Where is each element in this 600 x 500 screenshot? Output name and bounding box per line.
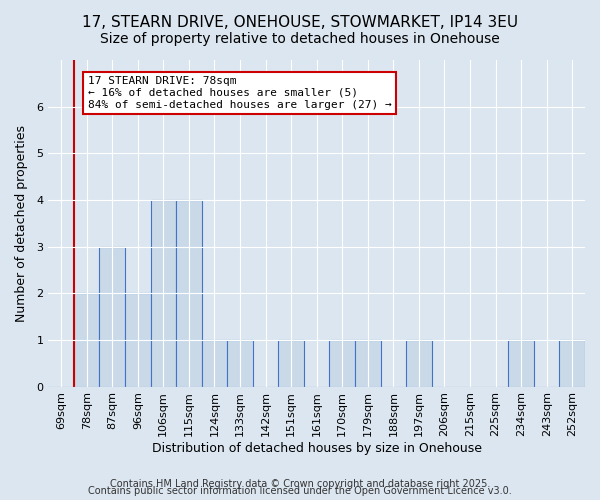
Y-axis label: Number of detached properties: Number of detached properties — [15, 125, 28, 322]
Bar — [176, 200, 202, 386]
Bar — [559, 340, 585, 386]
Text: 17 STEARN DRIVE: 78sqm
← 16% of detached houses are smaller (5)
84% of semi-deta: 17 STEARN DRIVE: 78sqm ← 16% of detached… — [88, 76, 392, 110]
Text: Contains HM Land Registry data © Crown copyright and database right 2025.: Contains HM Land Registry data © Crown c… — [110, 479, 490, 489]
Bar — [329, 340, 355, 386]
X-axis label: Distribution of detached houses by size in Onehouse: Distribution of detached houses by size … — [152, 442, 482, 455]
Bar — [100, 246, 125, 386]
Bar — [151, 200, 176, 386]
Bar — [406, 340, 431, 386]
Bar — [355, 340, 380, 386]
Bar — [278, 340, 304, 386]
Text: 17, STEARN DRIVE, ONEHOUSE, STOWMARKET, IP14 3EU: 17, STEARN DRIVE, ONEHOUSE, STOWMARKET, … — [82, 15, 518, 30]
Bar — [74, 294, 100, 386]
Bar — [227, 340, 253, 386]
Bar — [125, 294, 151, 386]
Bar — [202, 340, 227, 386]
Bar — [508, 340, 534, 386]
Text: Contains public sector information licensed under the Open Government Licence v3: Contains public sector information licen… — [88, 486, 512, 496]
Text: Size of property relative to detached houses in Onehouse: Size of property relative to detached ho… — [100, 32, 500, 46]
